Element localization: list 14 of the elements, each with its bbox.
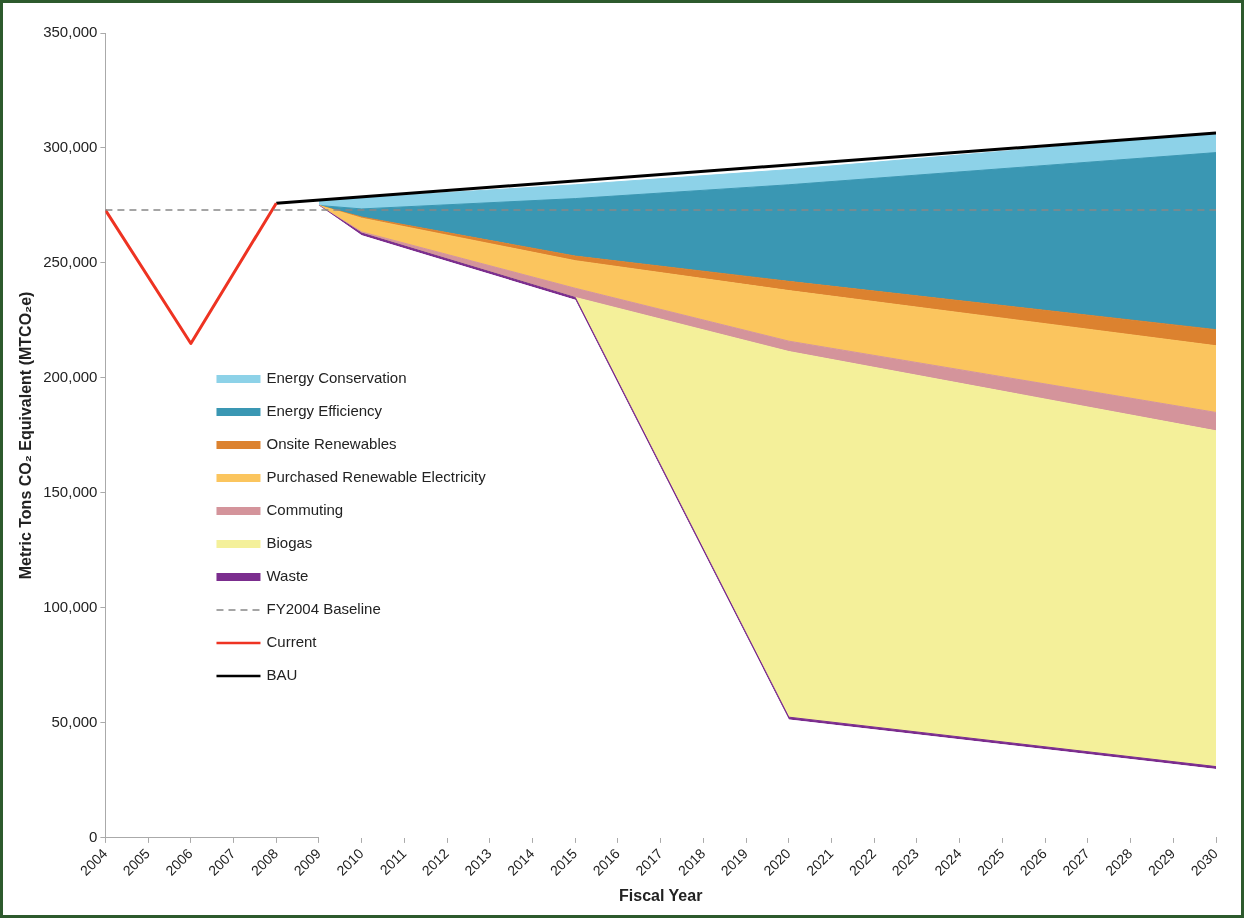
y-tick-label: 100,000 — [43, 598, 98, 616]
legend-label: BAU — [266, 666, 298, 684]
y-axis-title: Metric Tons CO₂ Equivalent (MTCO₂e) — [17, 291, 35, 580]
legend-label: Current — [266, 633, 318, 651]
y-tick-label: 0 — [89, 828, 98, 846]
legend-label: Waste — [266, 567, 309, 585]
y-tick-label: 200,000 — [43, 368, 98, 386]
y-tick-label: 250,000 — [43, 253, 98, 271]
x-axis-title: Fiscal Year — [619, 886, 703, 904]
y-tick-label: 300,000 — [43, 138, 98, 156]
y-tick-label: 350,000 — [43, 23, 98, 41]
y-tick-label: 150,000 — [43, 483, 98, 501]
legend-label: Biogas — [266, 534, 313, 552]
y-tick-label: 50,000 — [51, 713, 98, 731]
